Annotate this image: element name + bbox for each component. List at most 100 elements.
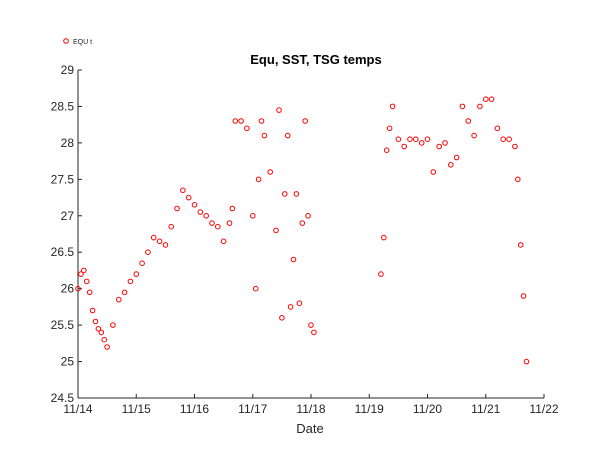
data-point: [299, 220, 306, 226]
data-point: [296, 300, 303, 307]
data-point: [517, 242, 524, 248]
x-tick-label: 11/16: [180, 402, 209, 416]
x-axis-label: Date: [296, 421, 323, 436]
data-point: [515, 176, 521, 183]
data-point: [162, 242, 169, 248]
data-point: [127, 278, 134, 285]
data-point: [302, 118, 309, 124]
axes: 11/14 11/15 11/16 11/17 11/18 11/19 11/20 11/21…: [51, 63, 559, 416]
data-point: [276, 107, 282, 113]
legend-marker: [63, 38, 69, 44]
data-point: [261, 132, 268, 139]
data-point: [255, 176, 262, 183]
data-point: [483, 96, 489, 102]
data-point: [381, 234, 387, 241]
data-point: [203, 213, 209, 219]
data-point: [284, 132, 291, 139]
data-point: [101, 336, 107, 343]
data-point: [287, 304, 294, 310]
data-point: [293, 191, 300, 197]
data-point: [418, 140, 425, 146]
data-point: [378, 271, 384, 277]
data-point: [258, 118, 265, 124]
data-point: [110, 322, 116, 328]
y-tick-label: 27.5: [51, 172, 75, 186]
x-tick-label: 11/14: [63, 402, 92, 416]
data-point: [471, 132, 477, 139]
y-tick-label: 28: [61, 136, 75, 150]
data-point: [520, 293, 527, 299]
y-tick-label: 25.5: [51, 318, 75, 332]
data-point: [252, 285, 259, 292]
chart-title: Equ, SST, TSG temps: [250, 52, 381, 67]
data-point: [83, 278, 90, 285]
data-point: [465, 118, 472, 124]
legend: EQU t: [63, 38, 92, 46]
data-point: [98, 329, 105, 336]
data-point: [168, 223, 174, 230]
data-point: [267, 169, 274, 175]
y-tick-label: 26: [61, 282, 75, 296]
legend-entry-equ-t: EQU t: [73, 39, 92, 46]
data-point: [238, 118, 244, 124]
x-tick-label: 11/15: [122, 402, 151, 416]
data-point: [395, 136, 402, 142]
x-tick-label: 11/19: [355, 402, 384, 416]
data-point: [215, 223, 221, 230]
data-point: [282, 191, 288, 197]
data-point: [133, 271, 140, 277]
data-point: [191, 202, 198, 208]
data-point: [197, 209, 204, 215]
data-point: [308, 322, 314, 328]
data-point: [494, 125, 501, 132]
data-point: [448, 162, 454, 168]
data-point: [500, 136, 507, 142]
y-tick-label: 26.5: [51, 245, 75, 259]
data-point: [273, 227, 279, 234]
x-tick-label: 11/22: [529, 402, 558, 416]
data-point: [290, 256, 297, 263]
data-point: [174, 205, 180, 212]
data-point: [78, 271, 84, 277]
data-point: [75, 285, 81, 292]
data-point: [92, 318, 99, 325]
y-tick-label: 29: [61, 63, 75, 77]
data-point: [89, 307, 96, 314]
data-point: [121, 289, 128, 296]
data-point: [477, 103, 483, 110]
data-point: [185, 194, 192, 201]
data-point: [139, 260, 145, 267]
data-point: [453, 154, 460, 161]
data-point: [407, 136, 413, 142]
data-point: [401, 143, 408, 150]
data-point: [436, 143, 443, 150]
data-point: [386, 125, 393, 132]
data-point: [244, 125, 250, 132]
data-point: [156, 238, 163, 245]
data-point: [389, 103, 396, 110]
y-tick-label: 25: [61, 355, 75, 369]
data-point: [81, 267, 87, 274]
x-tick-label: 11/20: [413, 402, 442, 416]
data-point: [413, 136, 419, 142]
data-point: [150, 234, 157, 241]
data-point: [180, 187, 186, 194]
data-point: [229, 205, 236, 212]
data-point: [86, 289, 93, 296]
data-point: [250, 213, 256, 219]
data-point: [209, 220, 215, 226]
data-points: [75, 96, 530, 365]
x-tick-label: 11/18: [296, 402, 325, 416]
data-point: [104, 344, 110, 350]
x-tick-label: 11/21: [471, 402, 500, 416]
x-tick-label: 11/17: [238, 402, 267, 416]
data-point: [311, 329, 317, 336]
data-point: [383, 147, 390, 153]
data-point: [95, 326, 102, 332]
data-point: [305, 213, 311, 219]
data-point: [116, 296, 122, 303]
data-point: [232, 118, 239, 124]
data-point: [488, 96, 495, 102]
